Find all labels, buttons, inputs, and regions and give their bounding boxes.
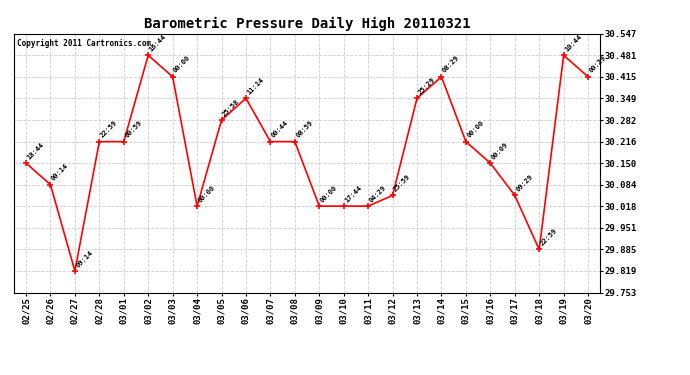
Text: 00:59: 00:59 xyxy=(124,120,143,139)
Text: 25:29: 25:29 xyxy=(417,76,436,96)
Text: 25:58: 25:58 xyxy=(221,98,241,117)
Text: 00:14: 00:14 xyxy=(50,163,70,182)
Text: 08:59: 08:59 xyxy=(295,120,314,139)
Text: 22:59: 22:59 xyxy=(99,120,119,139)
Text: 08:29: 08:29 xyxy=(442,55,461,74)
Text: 22:59: 22:59 xyxy=(539,227,558,247)
Text: 00:00: 00:00 xyxy=(197,184,216,203)
Text: Copyright 2011 Cartronics.com: Copyright 2011 Cartronics.com xyxy=(17,39,151,48)
Text: 00:00: 00:00 xyxy=(466,120,485,139)
Text: 18:44: 18:44 xyxy=(26,141,46,160)
Text: 09:29: 09:29 xyxy=(515,173,534,193)
Text: 11:14: 11:14 xyxy=(246,76,265,96)
Text: 00:44: 00:44 xyxy=(270,120,290,139)
Text: 17:44: 17:44 xyxy=(344,184,363,203)
Text: 00:09: 00:09 xyxy=(491,141,509,160)
Text: 25:59: 25:59 xyxy=(393,173,412,193)
Text: 00:00: 00:00 xyxy=(319,184,339,203)
Text: 04:29: 04:29 xyxy=(368,184,387,203)
Text: 00:00: 00:00 xyxy=(172,55,192,74)
Text: 16:44: 16:44 xyxy=(148,33,168,53)
Text: 09:14: 09:14 xyxy=(75,249,94,268)
Title: Barometric Pressure Daily High 20110321: Barometric Pressure Daily High 20110321 xyxy=(144,17,471,31)
Text: 00:29: 00:29 xyxy=(588,55,607,74)
Text: 10:44: 10:44 xyxy=(564,33,583,53)
